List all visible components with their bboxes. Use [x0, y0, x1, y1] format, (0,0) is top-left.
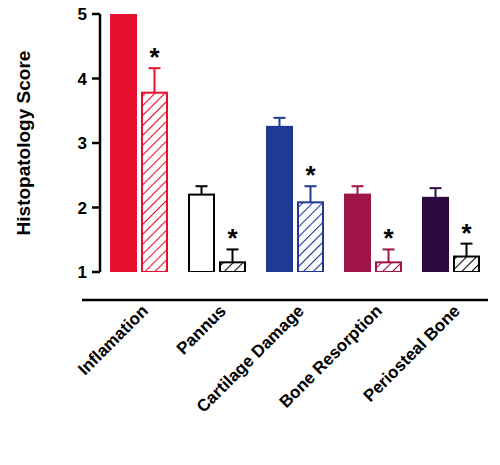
bar [454, 257, 479, 272]
y-tick-label: 3 [78, 134, 87, 153]
significance-marker: * [149, 42, 160, 72]
y-tick [92, 206, 100, 209]
error-cap [430, 187, 442, 189]
bar [111, 14, 136, 272]
error-bar [430, 188, 442, 198]
overlay: * * * * * [149, 42, 472, 253]
y-axis-title: Histopatology Score [13, 51, 34, 236]
x-tick-label: Periosteal Bone [360, 301, 464, 405]
error-stem [201, 186, 203, 194]
bar [142, 93, 167, 272]
error-stem [435, 188, 437, 198]
chart-container: * * * * * 1 2 3 4 5 Histopatology Score Inflamation… [0, 0, 500, 465]
error-stem [279, 118, 281, 127]
error-stem [357, 186, 359, 194]
error-cap [196, 185, 208, 187]
y-tick-label: 5 [78, 5, 87, 24]
error-bar [196, 186, 208, 194]
y-tick [92, 142, 100, 145]
bar [220, 262, 245, 272]
chart-svg: * * * * * 1 2 3 4 5 Histopatology Score Inflamation… [0, 0, 500, 465]
y-tick-label: 1 [78, 263, 87, 282]
y-tick-label: 4 [78, 70, 88, 89]
error-cap [352, 185, 364, 187]
bar [423, 198, 448, 272]
significance-marker: * [383, 223, 394, 253]
x-tick-label: Pannus [173, 301, 230, 358]
significance-marker: * [461, 218, 472, 248]
x-axis-line [82, 299, 488, 302]
significance-marker: * [227, 223, 238, 253]
bar [376, 262, 401, 272]
bars [111, 14, 479, 272]
error-bar [352, 186, 364, 194]
significance-marker: * [305, 160, 316, 190]
y-tick [92, 271, 100, 274]
x-tick-label: Inflamation [74, 301, 152, 379]
bar [298, 202, 323, 272]
error-bar [274, 118, 286, 127]
bar [345, 195, 370, 272]
bar [267, 127, 292, 272]
y-tick [92, 13, 100, 16]
y-tick [92, 77, 100, 80]
error-cap [274, 117, 286, 119]
y-tick-label: 2 [78, 199, 87, 218]
bar [189, 195, 214, 272]
